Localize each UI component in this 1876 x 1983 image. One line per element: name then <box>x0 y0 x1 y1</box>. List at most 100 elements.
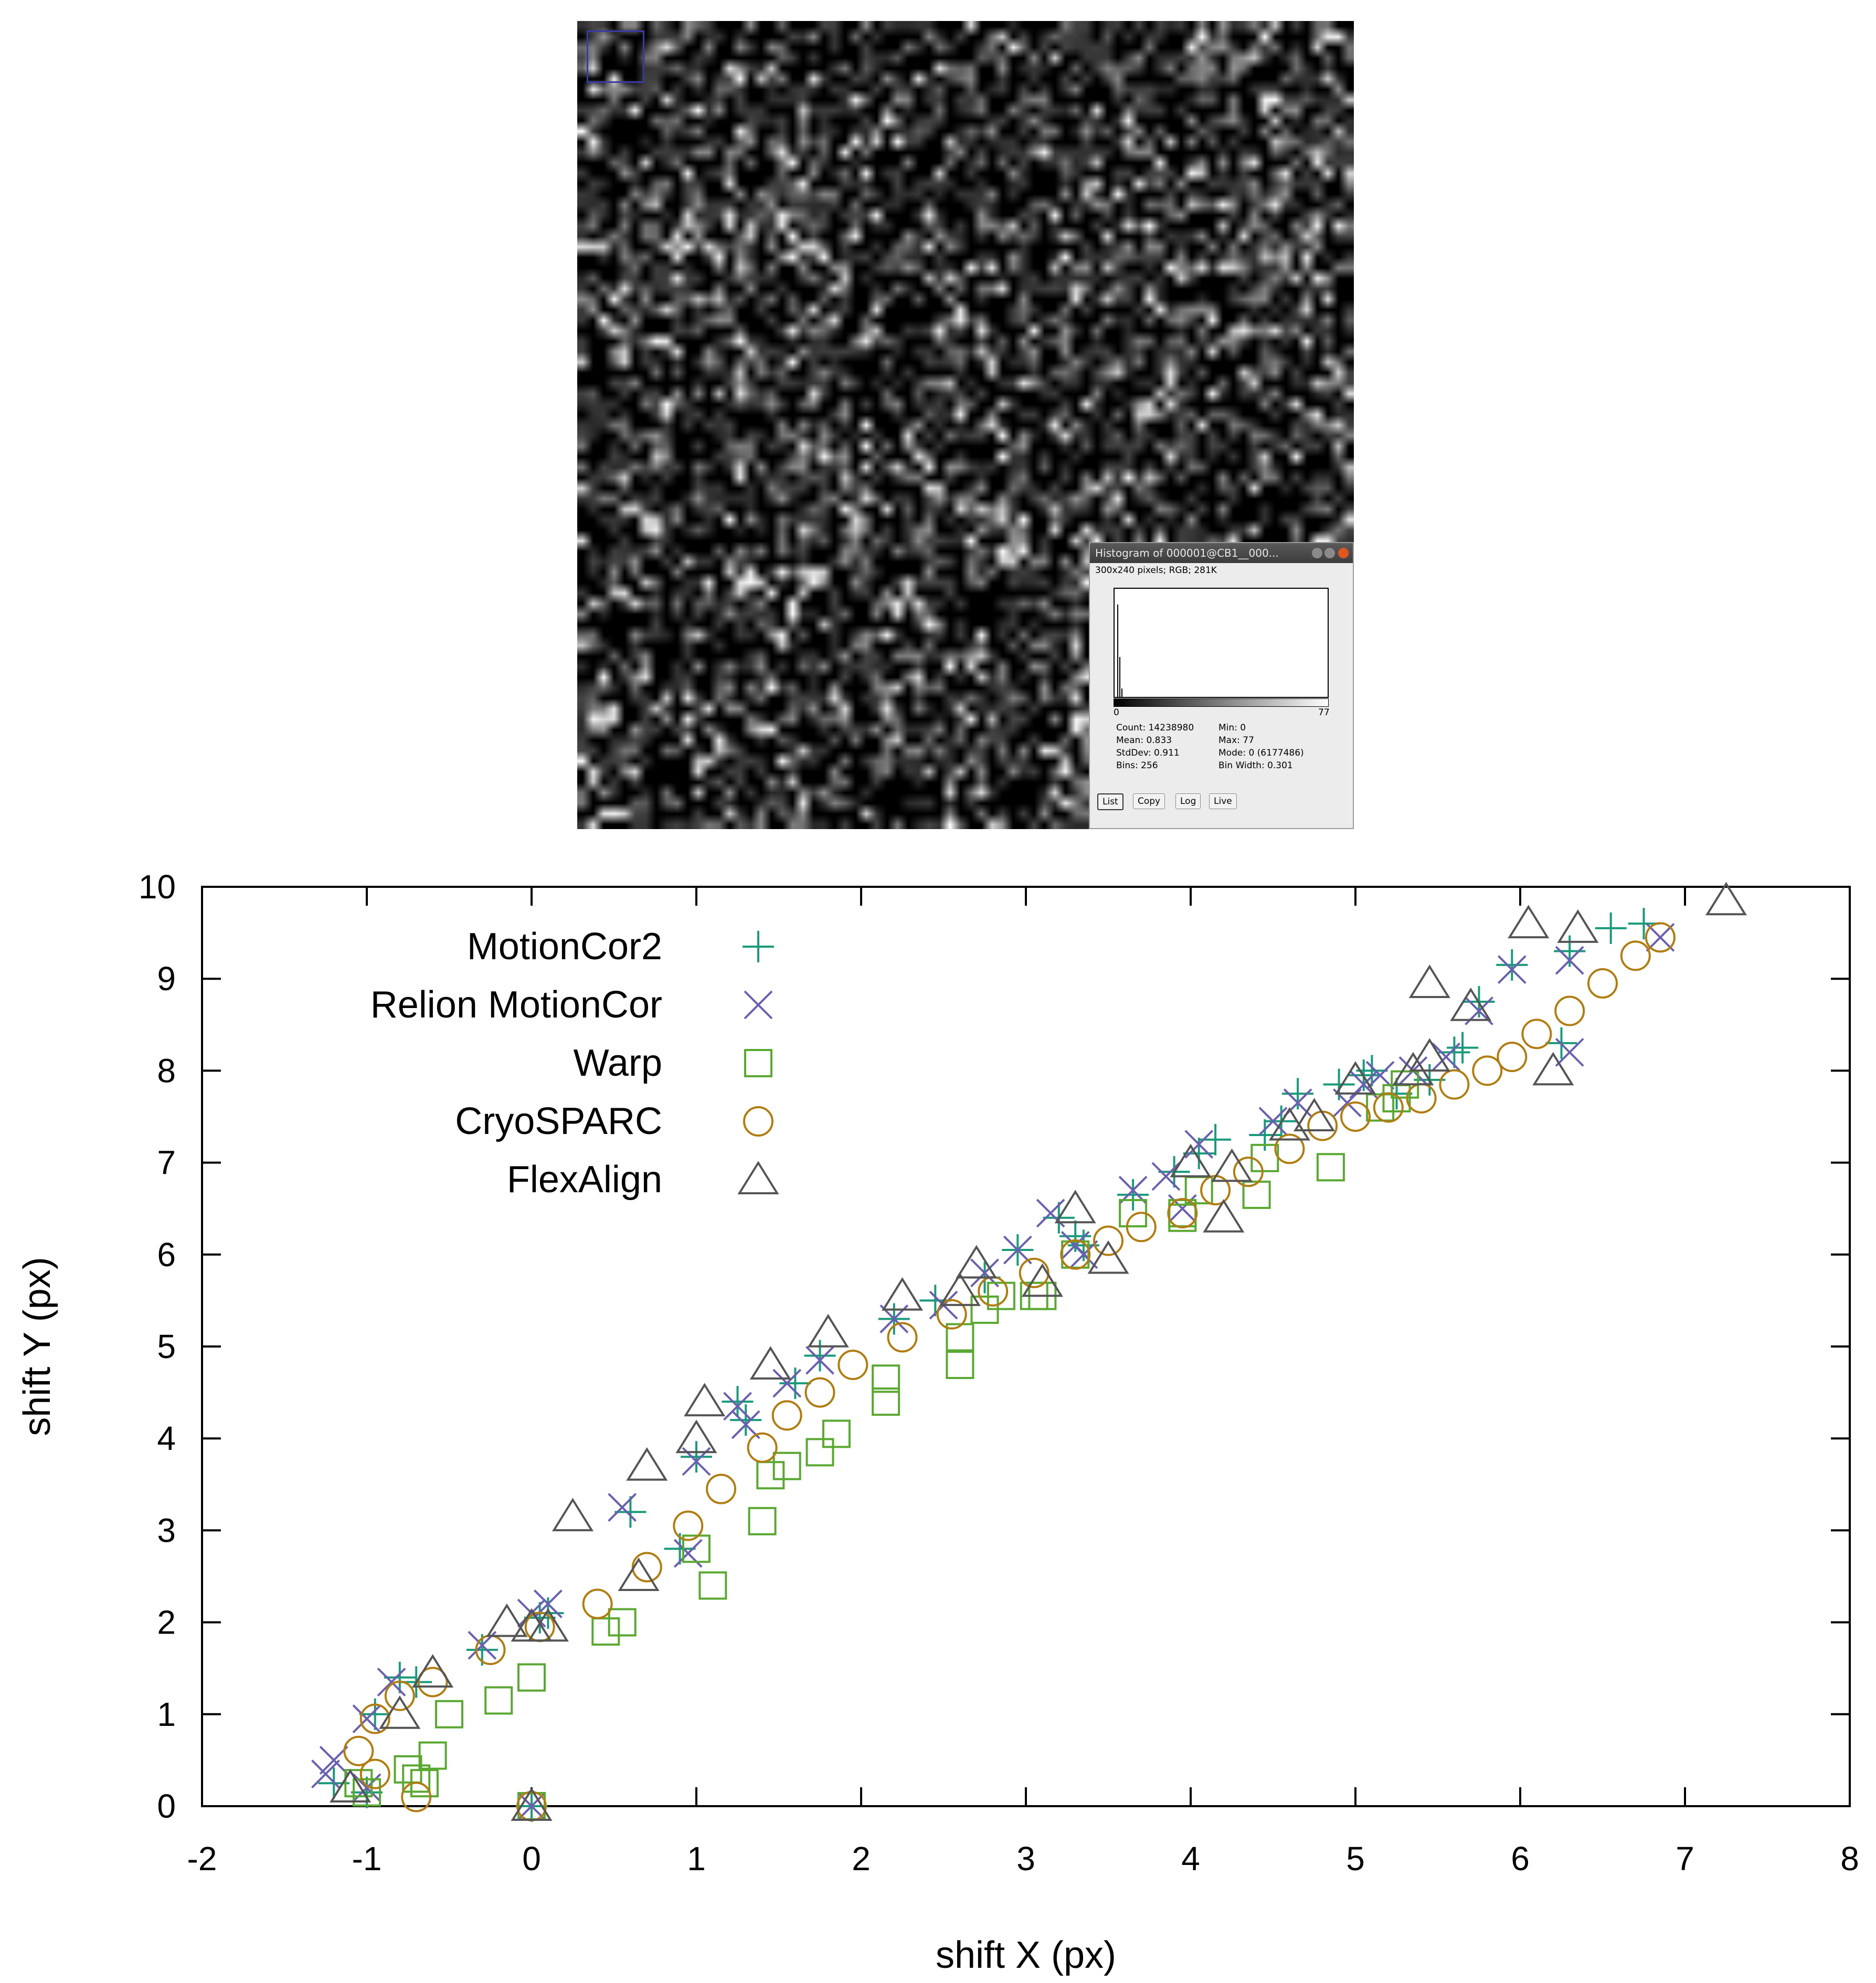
data-point-square <box>418 1741 447 1770</box>
data-point-plus <box>1183 1138 1215 1170</box>
data-point-cross <box>608 1493 637 1522</box>
data-point-triangle <box>379 1695 421 1729</box>
data-point-cross <box>1432 1042 1461 1072</box>
data-point-circle <box>804 1377 835 1408</box>
data-point-cross <box>1003 1235 1032 1265</box>
data-point-triangle <box>1705 882 1747 916</box>
data-point-cross <box>1555 1037 1584 1067</box>
data-point-circle <box>673 1510 704 1541</box>
histogram-mean: Mean: 0.833 <box>1116 735 1172 746</box>
data-point-square <box>484 1686 513 1715</box>
data-point-triangle <box>626 1447 668 1481</box>
data-point-square <box>946 1351 974 1380</box>
x-tick-label: 7 <box>1676 1840 1694 1878</box>
data-point-circle <box>384 1680 415 1711</box>
data-point-circle <box>631 1552 662 1583</box>
data-point-plus <box>1356 1055 1388 1087</box>
series-triangle <box>330 882 1747 1821</box>
data-point-square <box>435 1700 463 1729</box>
data-point-circle <box>359 1758 390 1789</box>
legend-marker-cross <box>744 990 773 1020</box>
legend: MotionCor2 Relion MotionCor Warp CryoSPARC F… <box>370 926 779 1201</box>
data-point-plus <box>804 1340 836 1372</box>
data-point-circle <box>887 1322 918 1353</box>
legend-label: Warp <box>574 1042 662 1084</box>
data-point-cross <box>1069 1240 1098 1269</box>
data-point-triangle <box>1557 909 1599 943</box>
histogram-stddev: StdDev: 0.911 <box>1116 748 1180 758</box>
axis-tick-labels: -2 -1 0 1 2 3 4 5 6 7 8 0 1 2 3 4 5 6 7 8 9 10 <box>139 868 1859 1878</box>
x-tick-label: -1 <box>352 1840 382 1878</box>
data-point-cross <box>1646 922 1675 952</box>
close-icon[interactable] <box>1338 548 1349 558</box>
histogram-axis-min: 0 <box>1114 707 1119 718</box>
data-point-circle <box>1587 968 1618 999</box>
x-tick-label: -2 <box>187 1840 217 1878</box>
series-cross <box>311 922 1675 1821</box>
legend-label: FlexAlign <box>507 1159 662 1201</box>
data-point-plus <box>351 1776 383 1808</box>
data-point-triangle <box>1408 1038 1450 1072</box>
histogram-max: Max: 77 <box>1218 735 1254 746</box>
data-point-plus <box>1595 912 1627 944</box>
histogram-count: Count: 14238980 <box>1116 723 1194 733</box>
data-point-circle <box>1167 1197 1198 1228</box>
legend-label: Relion MotionCor <box>370 984 662 1026</box>
histogram-bars <box>1117 605 1122 697</box>
data-point-plus <box>1117 1179 1149 1211</box>
data-point-circle <box>771 1400 802 1431</box>
data-point-circle <box>838 1350 868 1381</box>
data-point-triangle <box>1392 1052 1434 1086</box>
histogram-window[interactable]: Histogram of 000001@CB1__000... 300x240 … <box>1089 542 1354 829</box>
y-tick-label: 1 <box>157 1695 176 1733</box>
y-tick-label: 10 <box>139 868 176 906</box>
histogram-title: Histogram of 000001@CB1__000... <box>1095 547 1279 559</box>
live-button[interactable]: Live <box>1209 793 1237 809</box>
data-point-plus <box>681 1441 712 1473</box>
list-button[interactable]: List <box>1097 793 1124 810</box>
data-point-square <box>344 1769 373 1798</box>
data-point-triangle <box>412 1654 454 1688</box>
data-point-triangle <box>1087 1240 1129 1274</box>
data-point-square <box>591 1617 620 1646</box>
data-point-cross <box>1184 1130 1214 1159</box>
data-point-square <box>1316 1153 1345 1182</box>
minimize-icon[interactable] <box>1312 548 1322 558</box>
data-point-circle <box>1497 1042 1528 1073</box>
data-point-cross <box>772 1369 802 1398</box>
data-point-triangle <box>618 1557 660 1591</box>
data-point-circle <box>1439 1069 1470 1100</box>
data-point-plus <box>614 1496 646 1528</box>
histogram-mode: Mode: 0 (6177486) <box>1218 748 1304 758</box>
data-point-square <box>353 1778 381 1807</box>
legend-marker-square <box>744 1049 772 1077</box>
data-point-square <box>698 1571 727 1600</box>
data-point-triangle <box>807 1313 849 1348</box>
data-point-triangle <box>552 1498 594 1532</box>
data-point-square <box>748 1507 777 1535</box>
data-point-circle <box>706 1473 737 1504</box>
data-point-square <box>608 1608 637 1637</box>
log-button[interactable]: Log <box>1175 793 1201 809</box>
selection-rectangle[interactable] <box>587 30 644 83</box>
data-point-cross <box>805 1345 834 1375</box>
histogram-bin-width: Bin Width: 0.301 <box>1218 760 1293 771</box>
data-point-plus <box>1447 1032 1479 1064</box>
data-point-cross <box>723 1392 752 1421</box>
y-tick-label: 2 <box>157 1604 176 1641</box>
legend-label: MotionCor2 <box>467 926 662 968</box>
y-tick-label: 4 <box>157 1419 176 1457</box>
data-point-square <box>772 1451 801 1480</box>
data-point-triangle <box>1211 1148 1253 1182</box>
legend-marker-triangle <box>737 1161 779 1194</box>
data-point-cross <box>731 1410 760 1439</box>
data-point-cross <box>517 1791 546 1821</box>
data-point-circle <box>1645 922 1676 953</box>
histogram-titlebar[interactable]: Histogram of 000001@CB1__000... <box>1090 543 1353 563</box>
data-point-square <box>872 1387 900 1416</box>
data-point-triangle <box>956 1245 998 1279</box>
data-point-triangle <box>527 1608 569 1642</box>
copy-button[interactable]: Copy <box>1133 793 1165 809</box>
maximize-icon[interactable] <box>1324 548 1335 558</box>
data-point-square <box>987 1281 1015 1310</box>
